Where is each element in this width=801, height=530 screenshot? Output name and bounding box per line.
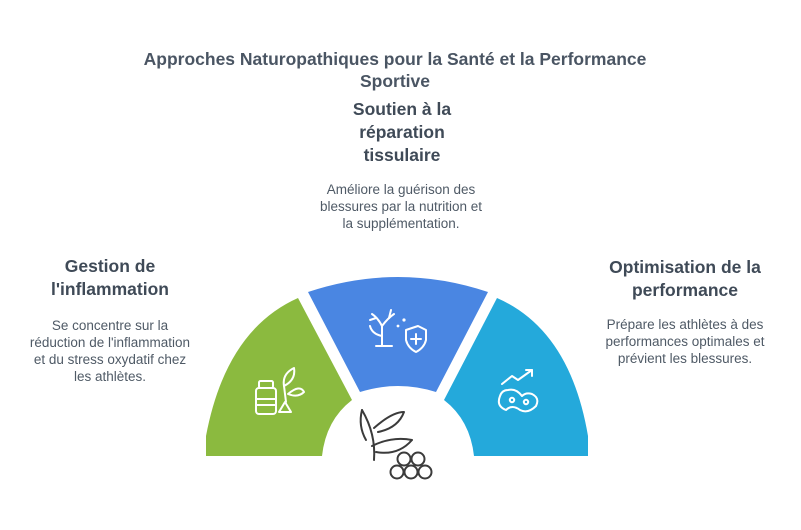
supplements-herbs-icon [255,367,305,415]
description-inflammation: Se concentre sur la réduction de l'infla… [29,318,191,384]
tissue-repair-shield-icon [369,309,427,353]
heading-performance: Optimisation de la performance [609,257,761,300]
segment-performance [444,298,588,456]
leaves-berries-icon [359,409,433,480]
heading-inflammation: Gestion de l'inflammation [51,256,169,299]
diagram-title: Approches Naturopathiques pour la Santé … [143,49,647,91]
heading-tissue-repair: Soutien à la réparation tissulaire [352,99,452,165]
segment-inflammation [206,298,352,456]
performance-trend-icon [497,369,539,413]
description-performance: Prépare les athlètes à des performances … [605,317,765,366]
segment-tissue-repair [308,277,488,392]
description-tissue-repair: Améliore la guérison des blessures par l… [319,182,483,231]
